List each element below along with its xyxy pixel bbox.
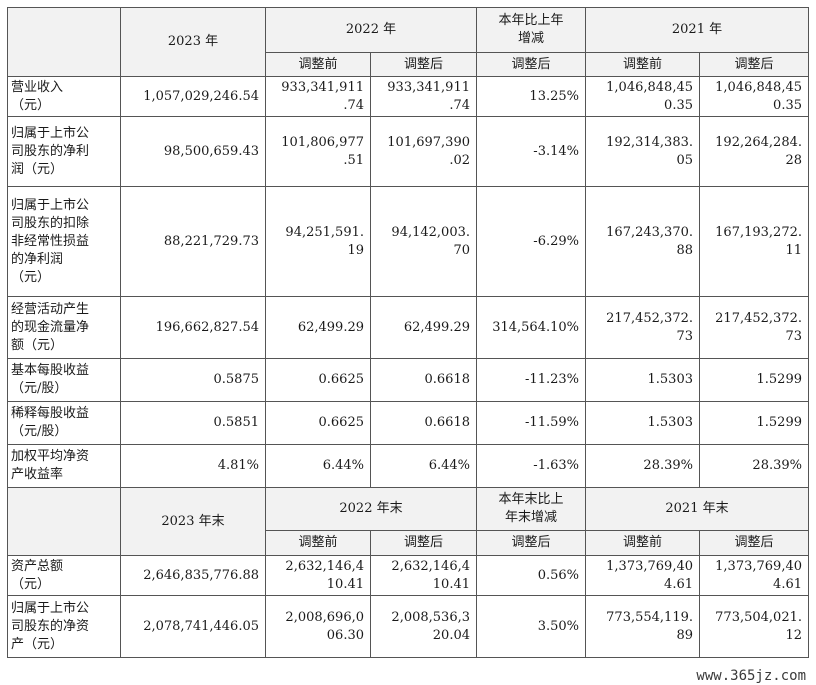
subheader-before-2021-end: 调整前 (585, 530, 700, 556)
value-2023: 0.5875 (120, 358, 266, 402)
table-row: 归属于上市公 司股东的扣除 非经常性损益 的净利润 （元） 88,221,729.73 94… (7, 186, 809, 297)
row-label: 经营活动产生 的现金流量净 额（元） (7, 296, 121, 359)
value-2022-before: 0.6625 (265, 358, 371, 402)
subheader-before-2022-end: 调整前 (265, 530, 371, 556)
value-2023: 88,221,729.73 (120, 186, 266, 297)
value-2022-after: 0.6618 (370, 358, 477, 402)
value-change: -11.59% (476, 401, 586, 445)
table-row: 加权平均净资 产收益率 4.81% 6.44% 6.44% -1.63% 28.39% 28.… (7, 444, 809, 488)
row-label: 资产总额 （元） (7, 555, 121, 596)
subheader-after-2022: 调整后 (370, 52, 477, 77)
table-row: 归属于上市公 司股东的净资 产（元） 2,078,741,446.05 2,008,69… (7, 595, 809, 658)
value-2023: 98,500,659.43 (120, 116, 266, 187)
row-label: 稀释每股收益 （元/股） (7, 401, 121, 445)
value-2022-after: 101,697,390.02 (370, 116, 477, 187)
col-header-2022-end: 2022 年末 (265, 487, 477, 531)
value-2021-before: 28.39% (585, 444, 700, 488)
corner-cell-2 (7, 487, 121, 556)
value-2023: 2,078,741,446.05 (120, 595, 266, 658)
value-2021-before: 167,243,370. 88 (585, 186, 700, 297)
row-label: 归属于上市公 司股东的净资 产（元） (7, 595, 121, 658)
value-2021-after: 28.39% (699, 444, 809, 488)
subheader-after-2021-end: 调整后 (699, 530, 809, 556)
value-2023: 1,057,029,246.54 (120, 76, 266, 117)
value-2021-before: 773,554,119. 89 (585, 595, 700, 658)
value-change: -1.63% (476, 444, 586, 488)
value-2023: 2,646,835,776.88 (120, 555, 266, 596)
row-label: 加权平均净资 产收益率 (7, 444, 121, 488)
value-change: 3.50% (476, 595, 586, 658)
subheader-before-2021: 调整前 (585, 52, 700, 77)
value-2021-before: 1.5303 (585, 358, 700, 402)
col-header-change: 本年比上年 增减 (476, 7, 586, 53)
row-label: 归属于上市公 司股东的净利 润（元） (7, 116, 121, 187)
col-header-2021: 2021 年 (585, 7, 809, 53)
row-label: 营业收入 （元） (7, 76, 121, 117)
col-header-2021-end: 2021 年末 (585, 487, 809, 531)
value-2022-before: 101,806,977.51 (265, 116, 371, 187)
value-2021-after: 1.5299 (699, 358, 809, 402)
value-change: -3.14% (476, 116, 586, 187)
value-change: 0.56% (476, 555, 586, 596)
col-header-change-end: 本年末比上 年末增减 (476, 487, 586, 531)
subheader-change-after: 调整后 (476, 52, 586, 77)
value-2022-after: 94,142,003. 70 (370, 186, 477, 297)
row-label: 归属于上市公 司股东的扣除 非经常性损益 的净利润 （元） (7, 186, 121, 297)
financial-data-table: 2023 年 2022 年 本年比上年 增减 2021 年 调整前 调整后 调整后… (7, 7, 809, 658)
value-2022-before: 0.6625 (265, 401, 371, 445)
value-2021-after: 773,504,021. 12 (699, 595, 809, 658)
value-2022-before: 933,341,911.74 (265, 76, 371, 117)
value-2022-after: 6.44% (370, 444, 477, 488)
value-2021-after: 1,046,848,45 0.35 (699, 76, 809, 117)
value-2022-after: 2,008,536,3 20.04 (370, 595, 477, 658)
value-2022-before: 6.44% (265, 444, 371, 488)
table-row: 基本每股收益 （元/股） 0.5875 0.6625 0.6618 -11.23% 1.53… (7, 358, 809, 402)
subheader-change-after-end: 调整后 (476, 530, 586, 556)
value-2021-after: 1,373,769,40 4.61 (699, 555, 809, 596)
value-2021-before: 217,452,372. 73 (585, 296, 700, 359)
watermark: www.365jz.com (694, 668, 808, 684)
value-2021-before: 192,314,383. 05 (585, 116, 700, 187)
value-change: -11.23% (476, 358, 586, 402)
table-row: 经营活动产生 的现金流量净 额（元） 196,662,827.54 62,499.29 6… (7, 296, 809, 359)
subheader-after-2021: 调整后 (699, 52, 809, 77)
table-row: 稀释每股收益 （元/股） 0.5851 0.6625 0.6618 -11.59% 1.53… (7, 401, 809, 445)
value-2022-before: 94,251,591. 19 (265, 186, 371, 297)
table-row: 资产总额 （元） 2,646,835,776.88 2,632,146,4 10.41 2… (7, 555, 809, 596)
value-2022-before: 62,499.29 (265, 296, 371, 359)
table-row: 营业收入 （元） 1,057,029,246.54 933,341,911.74 933… (7, 76, 809, 117)
subheader-after-2022-end: 调整后 (370, 530, 477, 556)
value-change: 13.25% (476, 76, 586, 117)
value-2023: 4.81% (120, 444, 266, 488)
subheader-before-2022: 调整前 (265, 52, 371, 77)
value-2021-before: 1,373,769,40 4.61 (585, 555, 700, 596)
value-2023: 196,662,827.54 (120, 296, 266, 359)
corner-cell (7, 7, 121, 77)
value-2021-before: 1,046,848,45 0.35 (585, 76, 700, 117)
col-header-2023: 2023 年 (120, 7, 266, 77)
value-2021-after: 192,264,284. 28 (699, 116, 809, 187)
value-2021-after: 1.5299 (699, 401, 809, 445)
col-header-2022: 2022 年 (265, 7, 477, 53)
value-2022-after: 2,632,146,4 10.41 (370, 555, 477, 596)
value-2021-after: 167,193,272. 11 (699, 186, 809, 297)
col-header-2023-end: 2023 年末 (120, 487, 266, 556)
value-2022-after: 0.6618 (370, 401, 477, 445)
table-row: 归属于上市公 司股东的净利 润（元） 98,500,659.43 101,806,977… (7, 116, 809, 187)
value-2023: 0.5851 (120, 401, 266, 445)
value-2022-after: 62,499.29 (370, 296, 477, 359)
value-2022-after: 933,341,911.74 (370, 76, 477, 117)
value-2022-before: 2,632,146,4 10.41 (265, 555, 371, 596)
value-2021-after: 217,452,372. 73 (699, 296, 809, 359)
value-2022-before: 2,008,696,0 06.30 (265, 595, 371, 658)
value-2021-before: 1.5303 (585, 401, 700, 445)
value-change: -6.29% (476, 186, 586, 297)
value-change: 314,564.10% (476, 296, 586, 359)
row-label: 基本每股收益 （元/股） (7, 358, 121, 402)
